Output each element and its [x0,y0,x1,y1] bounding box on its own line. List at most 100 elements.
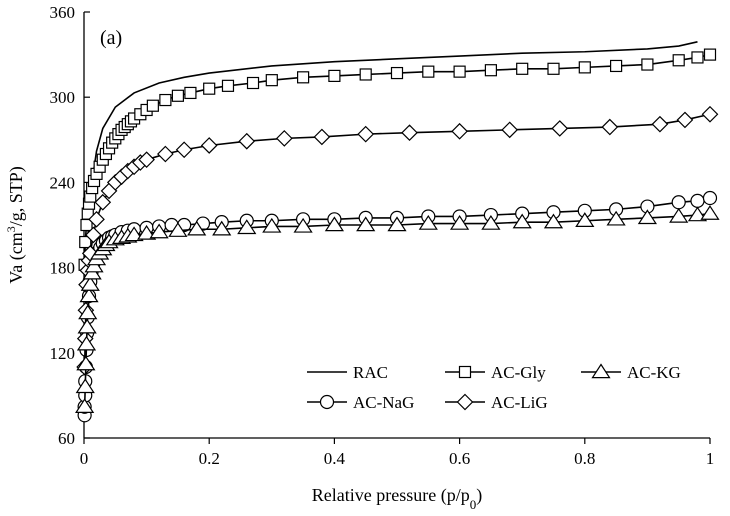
triangle-marker [237,219,257,235]
circle-marker [690,193,705,208]
diamond-marker [651,115,669,133]
x-tick-label: 0.8 [574,449,595,468]
square-marker [359,68,372,81]
x-tick-label: 0.6 [449,449,470,468]
series-ac-kg [75,205,720,413]
panel-label: (a) [100,27,122,49]
square-marker [146,99,159,112]
legend-item: AC-Gly [445,363,546,382]
triangle-marker [387,216,407,232]
triangle-marker [637,209,658,225]
legend-label: AC-LiG [491,393,548,412]
square-marker [203,82,216,95]
x-tick-label: 0.4 [324,449,346,468]
diamond-marker [94,193,112,211]
square-marker [516,62,529,75]
triangle-marker [481,214,501,230]
triangle-marker [324,216,345,232]
diamond-marker [275,130,293,147]
triangle-marker [293,217,313,233]
triangle-marker [80,276,100,291]
diamond-marker [157,145,174,163]
triangle-marker [124,226,144,242]
diamond-marker [313,128,331,146]
square-marker [453,65,466,78]
diamond-marker [138,151,155,169]
triangle-marker [606,210,626,226]
series-layer [75,41,720,423]
triangle-marker [262,217,282,233]
legend-item: AC-LiG [445,393,548,412]
square-marker [297,71,310,84]
diamond-marker [551,120,569,137]
y-axis-title-part1: Va (cm [6,232,27,283]
triangle-marker [512,213,532,229]
y-axis-title-part2: /g, STP) [6,166,27,226]
triangle-marker [356,216,376,232]
series-ac-lig [76,105,719,376]
diamond-marker [451,122,468,140]
triangle-marker [687,206,708,222]
square-marker [703,48,717,61]
square-marker [246,76,260,90]
series-line [83,212,711,407]
y-axis-ticks: 60 120 180 240 300 360 [50,3,90,448]
square-marker [390,66,404,80]
legend-label: AC-NaG [353,393,414,412]
x-tick-label: 1 [706,449,715,468]
square-marker [265,74,278,87]
triangle-marker [168,222,188,237]
square-marker [221,79,235,92]
circle-marker [671,195,686,210]
circle-marker [319,394,335,410]
triangle-marker [543,213,564,229]
square-marker [547,62,560,75]
y-axis-title: Va (cm3/g, STP) [4,166,27,284]
x-axis-title-main: Relative pressure (p/p [312,485,470,506]
square-marker [578,61,591,74]
triangle-marker [76,355,96,371]
triangle-marker [187,220,207,236]
series-line [83,41,698,353]
triangle-marker [591,363,611,379]
circle-marker [702,190,718,206]
triangle-marker [78,304,98,320]
diamond-marker [85,226,102,244]
square-marker [691,51,704,64]
series-rac [83,41,698,353]
square-marker [672,54,685,67]
triangle-marker [669,207,689,223]
square-marker [79,235,92,249]
legend-label: AC-Gly [491,363,546,382]
y-axis-title-superscript: 3 [4,226,18,232]
triangle-marker [212,220,232,236]
diamond-marker [601,118,619,136]
square-marker [171,89,184,102]
triangle-marker [449,214,470,230]
triangle-marker [75,398,95,413]
diamond-marker [238,132,256,150]
triangle-marker [700,205,720,220]
series-ac-gly [78,48,717,271]
diamond-marker [456,393,474,411]
triangle-marker [418,214,438,230]
y-tick-label: 120 [50,344,76,363]
diamond-marker [200,137,218,154]
triangle-marker [75,378,95,394]
x-axis-title-end: ) [476,485,482,506]
y-tick-label: 60 [58,429,75,448]
triangle-marker [149,223,169,239]
diamond-marker [701,105,719,123]
diamond-marker [501,121,519,139]
triangle-marker [136,224,157,240]
diamond-marker [676,111,694,129]
x-tick-label: 0 [80,449,89,468]
legend-item: AC-KG [581,363,681,382]
y-tick-label: 180 [50,259,76,278]
square-marker [484,64,497,77]
square-marker [609,59,623,73]
square-marker [641,58,654,71]
triangle-marker [76,335,97,351]
triangle-marker [79,287,99,303]
